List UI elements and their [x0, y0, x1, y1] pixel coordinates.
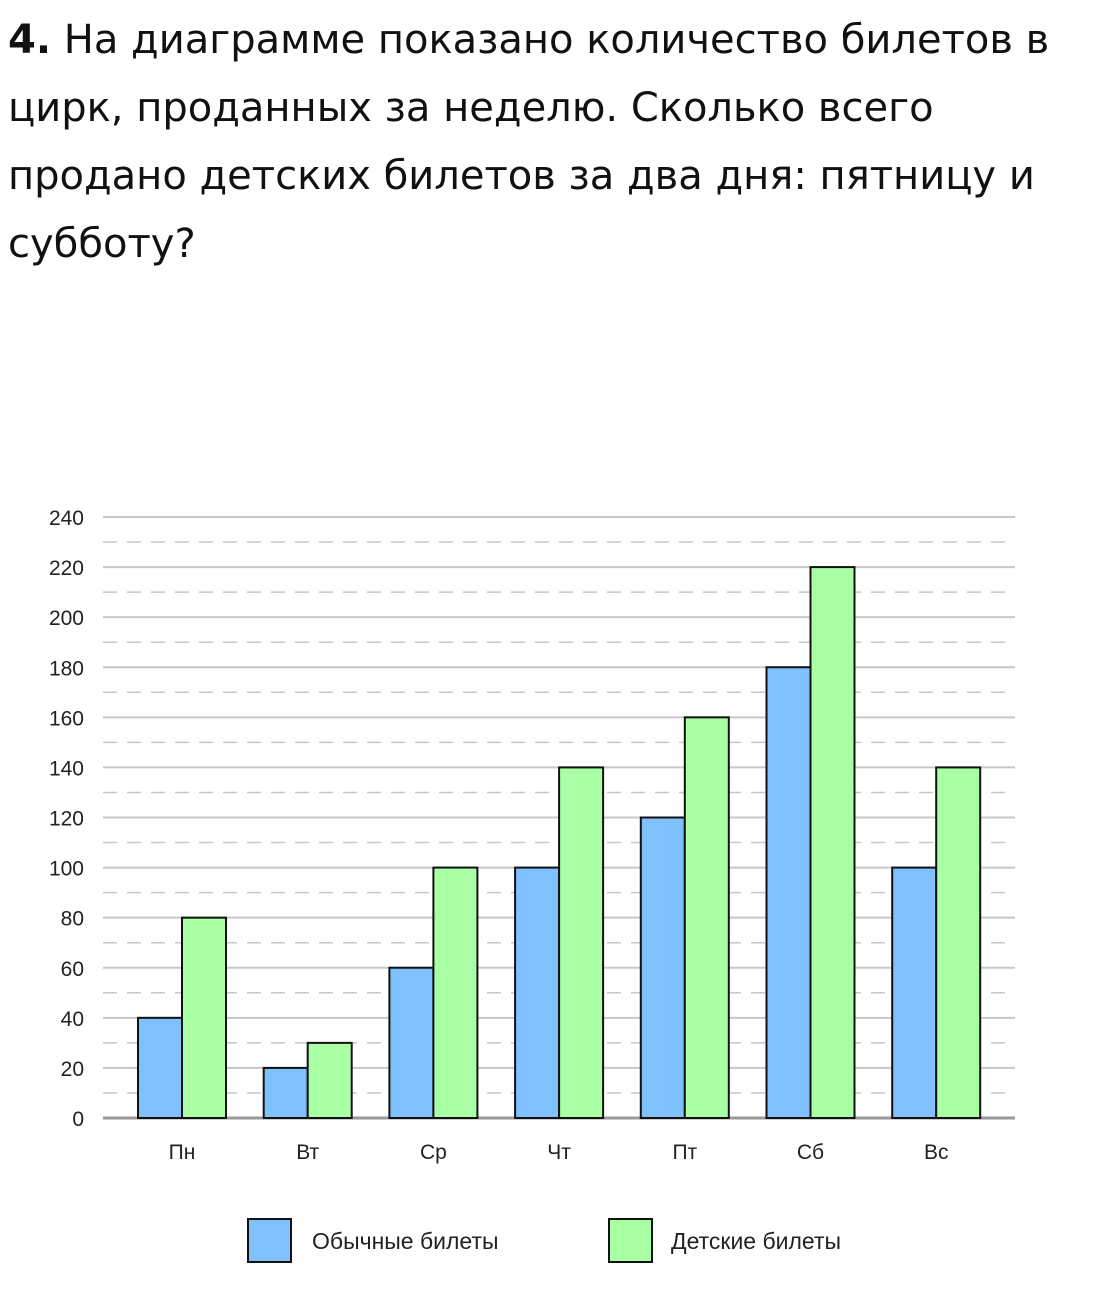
y-tick-label: 220: [49, 557, 84, 580]
y-tick-label: 140: [49, 757, 84, 780]
legend-label-regular: Обычные билеты: [312, 1228, 499, 1254]
bar-children-tickets: [432, 866, 479, 1119]
y-tick-label: 160: [49, 707, 84, 730]
legend-swatch-children: [608, 1218, 653, 1263]
x-tick-label: Вт: [296, 1141, 319, 1164]
legend-label-children: Детские билеты: [671, 1228, 841, 1254]
bars: [137, 566, 982, 1120]
x-tick-label: Пт: [672, 1141, 697, 1164]
bar-children-tickets: [935, 766, 982, 1120]
bar-regular-tickets: [262, 1066, 309, 1119]
y-tick-label: 100: [49, 858, 84, 881]
legend-swatch-regular: [247, 1218, 292, 1263]
x-tick-label: Пн: [169, 1141, 196, 1164]
question-text: 4. На диаграмме показано количество биле…: [8, 6, 1098, 278]
y-tick-label: 0: [72, 1108, 84, 1131]
question-number: 4.: [8, 17, 52, 63]
bar-children-tickets: [558, 766, 605, 1120]
x-tick-label: Ср: [420, 1141, 447, 1164]
bar-children-tickets: [683, 716, 730, 1119]
y-tick-label: 240: [49, 507, 84, 530]
bar-children-tickets: [306, 1041, 353, 1119]
y-tick-label: 200: [49, 607, 84, 630]
y-tick-label: 120: [49, 808, 84, 831]
bar-regular-tickets: [639, 816, 686, 1119]
bar-regular-tickets: [765, 666, 812, 1119]
legend: Обычные билеты Детские билеты: [247, 1218, 841, 1263]
y-tick-label: 20: [61, 1058, 84, 1081]
y-tick-label: 40: [61, 1008, 84, 1031]
x-tick-label: Вс: [924, 1141, 949, 1164]
x-axis-tick-labels: Пн Вт Ср Чт Пт Сб Вс: [169, 1141, 949, 1164]
bar-children-tickets: [809, 566, 856, 1119]
bar-regular-tickets: [388, 966, 435, 1119]
y-axis-tick-labels: 0 20 40 60 80 100 120 140 160 180 200 220 240: [49, 507, 84, 1131]
bar-children-tickets: [181, 916, 227, 1120]
x-tick-label: Сб: [797, 1141, 824, 1164]
x-tick-label: Чт: [547, 1141, 571, 1164]
bar-regular-tickets: [891, 866, 938, 1119]
y-tick-label: 60: [61, 958, 84, 981]
y-tick-label: 80: [61, 908, 84, 931]
bar-regular-tickets: [514, 866, 561, 1119]
bar-regular-tickets: [137, 1016, 183, 1119]
question-body: На диаграмме показано количество билетов…: [8, 17, 1050, 267]
y-tick-label: 180: [49, 657, 84, 680]
